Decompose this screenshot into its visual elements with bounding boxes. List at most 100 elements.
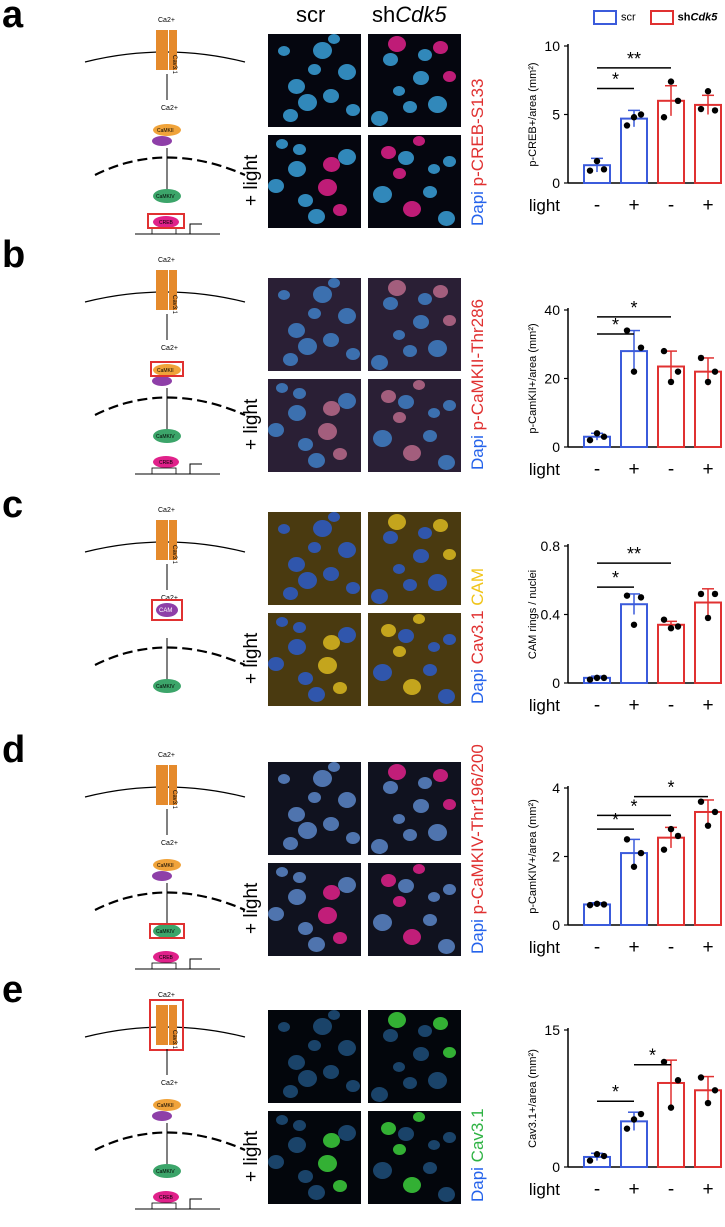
data-point [667, 378, 675, 386]
plus-light-label-c: + light [241, 632, 262, 684]
significance-label: ** [627, 544, 641, 564]
light-axis-label: light [529, 196, 560, 215]
cell-nucleus [278, 524, 290, 534]
cell-nucleus [433, 1017, 448, 1030]
data-point [586, 436, 594, 444]
data-point [600, 433, 608, 440]
legend-sh-gene: Cdk5 [690, 11, 718, 24]
cell-nucleus [328, 278, 340, 288]
cell-nucleus [318, 657, 337, 674]
cell-nucleus [373, 914, 392, 931]
data-point [667, 825, 675, 833]
cell-nucleus [443, 315, 456, 326]
cell-nucleus [413, 1112, 425, 1122]
cell-nucleus [413, 1047, 429, 1061]
panel-d: d Cav3.1 Ca2+ Ca2+ CaMKII CaMKIV CREB [0, 729, 725, 975]
data-point [674, 368, 682, 375]
data-point [697, 798, 705, 805]
data-point [600, 674, 608, 682]
data-point [697, 354, 705, 362]
cell-nucleus [381, 1122, 396, 1135]
panel-label-e: e [2, 969, 24, 1011]
micrograph-e-shcdk5-light [368, 1111, 461, 1204]
cell-nucleus [443, 156, 456, 167]
cell-nucleus [278, 290, 290, 300]
cell-nucleus [403, 829, 417, 841]
cell-nucleus [308, 209, 325, 224]
svg-text:Ca2+: Ca2+ [161, 840, 178, 847]
bar [657, 623, 685, 684]
marker-name-label: p-CaMKIV-Thr196/200 [468, 744, 487, 915]
cell-nucleus [276, 1115, 288, 1125]
svg-text:CaMKIV: CaMKIV [156, 684, 175, 690]
data-point [600, 1152, 608, 1160]
cell-nucleus [323, 333, 339, 347]
micrograph-b-shcdk5-dark [368, 278, 461, 371]
cell-nucleus [393, 168, 406, 179]
bar-chart-d: 0 2 4 p-CamKIV+/area (mm²) - + - + light * * * [527, 778, 722, 958]
cell-nucleus [393, 564, 405, 574]
light-tick-label: + [628, 695, 639, 716]
dapi-label: Dapi [468, 914, 487, 954]
svg-text:Ca2+: Ca2+ [161, 345, 178, 352]
cell-nucleus [298, 922, 313, 935]
cell-nucleus [313, 1018, 332, 1035]
cell-nucleus [398, 629, 414, 643]
y-tick-label: 0.8 [541, 538, 561, 554]
cell-nucleus [393, 896, 406, 907]
cell-nucleus [333, 204, 347, 216]
marker2-label: Cav3.1 [468, 605, 487, 665]
cell-nucleus [398, 1127, 414, 1141]
y-tick-label: 0 [552, 917, 560, 933]
data-point [593, 1151, 601, 1158]
cell-nucleus [293, 872, 306, 883]
data-point [711, 808, 719, 816]
significance-label: * [630, 298, 637, 318]
cell-nucleus [323, 401, 340, 416]
cell-nucleus [328, 34, 340, 44]
svg-text:Cav3.1: Cav3.1 [171, 1030, 177, 1050]
cell-nucleus [383, 781, 398, 794]
cell-nucleus [346, 582, 360, 594]
header-shcdk5: shCdk5 [372, 2, 447, 28]
cell-nucleus [403, 929, 421, 945]
cell-nucleus [418, 49, 432, 61]
light-axis-label: light [529, 938, 560, 957]
micrograph-e-shcdk5-dark [368, 1010, 461, 1103]
svg-text:CaMKIV: CaMKIV [156, 1169, 175, 1175]
cell-nucleus [388, 1012, 406, 1028]
plus-light-label-d: + light [241, 882, 262, 934]
svg-text:Ca2+: Ca2+ [158, 992, 175, 999]
svg-text:Ca2+: Ca2+ [158, 257, 175, 264]
data-point [600, 901, 608, 908]
cell-nucleus [433, 519, 448, 532]
cell-nucleus [276, 867, 288, 877]
y-tick-label: 0 [552, 1159, 560, 1175]
data-point [593, 674, 601, 682]
cell-nucleus [288, 405, 306, 421]
micrograph-b-scr-dark [268, 278, 361, 371]
micrograph-c-scr-dark [268, 512, 361, 605]
data-point [711, 590, 719, 598]
plus-light-label-a: + light [241, 154, 262, 206]
legend-scr: scr [593, 10, 636, 25]
y-axis-label: Cav3.1+/area (mm²) [527, 1049, 539, 1148]
cell-nucleus [433, 41, 448, 54]
cell-nucleus [338, 308, 356, 324]
pathway-schematic-e: Cav3.1 Ca2+ Ca2+ CaMKII CaMKIV CREB [84, 992, 246, 1210]
legend-sh: shCdk5 [649, 10, 718, 25]
cell-nucleus [346, 348, 360, 360]
cell-nucleus [338, 627, 356, 643]
bar [620, 603, 648, 684]
cell-nucleus [413, 549, 429, 563]
cell-nucleus [333, 682, 347, 694]
cell-nucleus [268, 423, 284, 437]
cell-nucleus [381, 390, 396, 403]
cell-nucleus [428, 340, 447, 357]
cell-nucleus [276, 383, 288, 393]
svg-text:Ca2+: Ca2+ [161, 595, 178, 602]
cell-nucleus [323, 567, 339, 581]
data-point [637, 344, 645, 351]
header-cdk5-gene: Cdk5 [395, 2, 447, 27]
cell-nucleus [333, 1180, 347, 1192]
